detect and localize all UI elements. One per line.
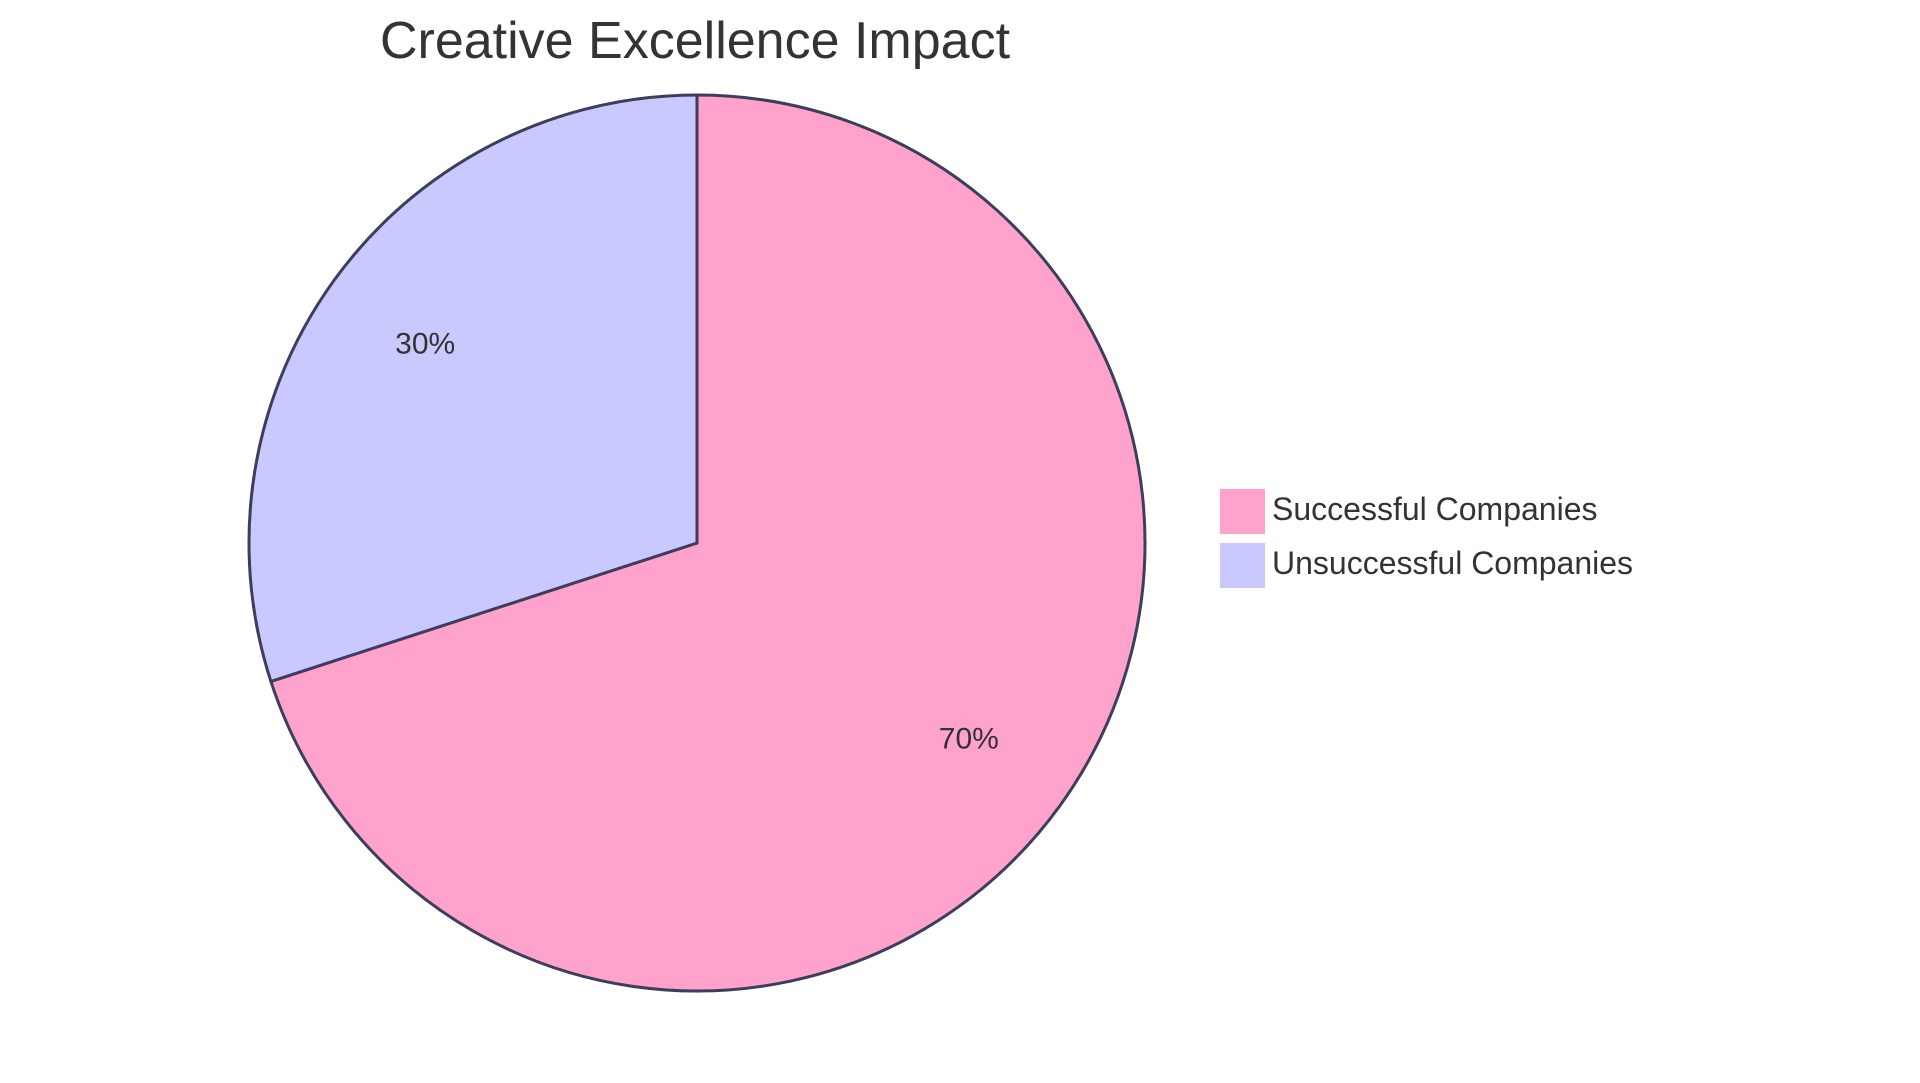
slice-label-successful-companies: 70% bbox=[939, 722, 999, 755]
legend-label-unsuccessful-companies: Unsuccessful Companies bbox=[1272, 545, 1633, 581]
legend: Successful Companies Unsuccessful Compani… bbox=[1220, 489, 1633, 588]
slice-labels: 70% 30% bbox=[395, 327, 999, 755]
pie-slices bbox=[247, 93, 1147, 993]
slice-label-unsuccessful-companies: 30% bbox=[395, 327, 455, 360]
pie-slice-successful-companies bbox=[269, 93, 1147, 993]
legend-label-successful-companies: Successful Companies bbox=[1272, 491, 1597, 527]
pie-slice-unsuccessful-companies bbox=[247, 93, 699, 684]
chart-title: Creative Excellence Impact bbox=[380, 12, 1011, 70]
legend-swatch-successful-companies bbox=[1220, 489, 1265, 534]
legend-swatch-unsuccessful-companies bbox=[1220, 543, 1265, 588]
